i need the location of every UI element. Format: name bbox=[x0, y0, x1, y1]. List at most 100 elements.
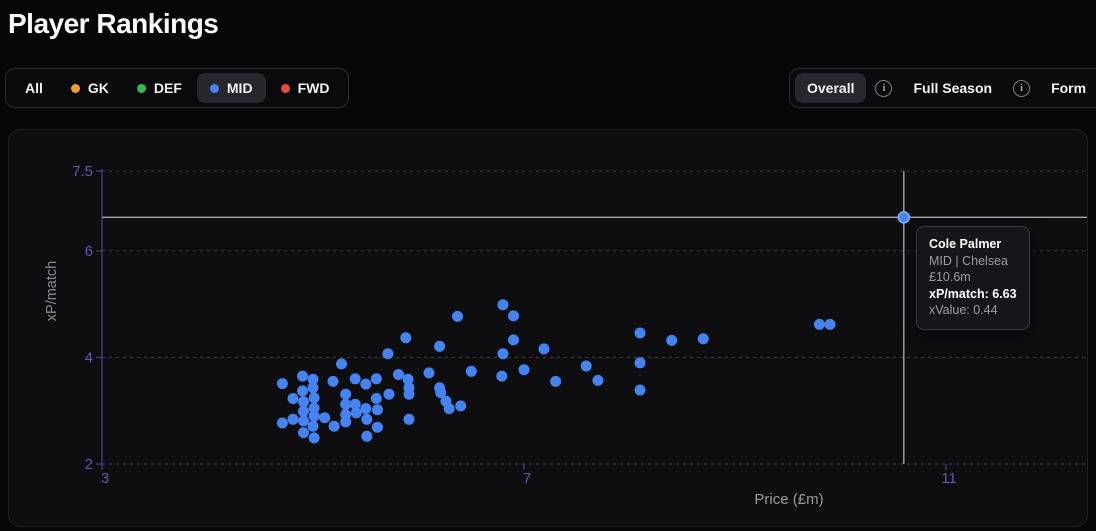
scatter-point[interactable] bbox=[361, 413, 373, 425]
scatter-point[interactable] bbox=[423, 367, 435, 379]
scatter-point[interactable] bbox=[497, 299, 509, 311]
filter-item-label: FWD bbox=[297, 80, 330, 96]
scatter-point[interactable] bbox=[508, 334, 519, 346]
scatter-point[interactable] bbox=[308, 410, 320, 422]
scatter-point[interactable] bbox=[443, 403, 455, 415]
scatter-point[interactable] bbox=[496, 370, 508, 382]
page-title: Player Rankings bbox=[8, 8, 219, 39]
x-tick-label: 7 bbox=[523, 470, 531, 487]
scatter-point[interactable] bbox=[550, 375, 562, 387]
scatter-point[interactable] bbox=[455, 400, 467, 412]
scatter-point[interactable] bbox=[307, 382, 319, 394]
scatter-point[interactable] bbox=[465, 365, 477, 377]
scatter-point[interactable] bbox=[287, 413, 299, 425]
info-icon[interactable]: i bbox=[875, 79, 893, 97]
scatter-point[interactable] bbox=[350, 407, 362, 419]
position-filter-group: All GK DEF MID FWD bbox=[5, 68, 350, 108]
scatter-point[interactable] bbox=[666, 334, 678, 346]
tab-overall[interactable]: Overall bbox=[795, 73, 867, 103]
scatter-point[interactable] bbox=[349, 398, 361, 410]
scatter-point[interactable] bbox=[382, 348, 394, 360]
x-tick-label: 11 bbox=[941, 470, 957, 487]
scatter-point[interactable] bbox=[580, 360, 592, 372]
tooltip-xvalue: xValue: 0.44 bbox=[929, 303, 998, 317]
tooltip-xp: xP/match: 6.63 bbox=[929, 286, 1017, 301]
scatter-point[interactable] bbox=[328, 420, 340, 432]
scatter-point[interactable] bbox=[276, 417, 288, 429]
scatter-point[interactable] bbox=[400, 332, 412, 344]
info-icon[interactable]: i bbox=[1013, 79, 1031, 97]
scatter-point[interactable] bbox=[308, 392, 320, 404]
scatter-point[interactable] bbox=[508, 310, 519, 322]
scatter-point[interactable] bbox=[403, 388, 415, 400]
scatter-point[interactable] bbox=[276, 378, 288, 390]
scatter-point[interactable] bbox=[452, 310, 463, 322]
scatter-point[interactable] bbox=[634, 357, 646, 369]
scatter-point[interactable] bbox=[371, 421, 383, 433]
scatter-point[interactable] bbox=[697, 333, 709, 345]
y-axis-title: xP/match bbox=[44, 261, 60, 321]
filter-item-all[interactable]: All bbox=[12, 73, 56, 103]
scatter-point[interactable] bbox=[360, 378, 372, 390]
filter-item-gk[interactable]: GK bbox=[58, 73, 122, 103]
y-tick-label: 2 bbox=[85, 456, 93, 473]
scatter-chart: 7.5 6 4 23 7 11 xP/match Price (£m) bbox=[44, 163, 1087, 508]
position-color-dot bbox=[280, 83, 290, 93]
scatter-point[interactable] bbox=[298, 405, 309, 417]
scatter-point[interactable] bbox=[403, 413, 415, 425]
scatter-point[interactable] bbox=[824, 318, 836, 330]
position-color-dot bbox=[136, 83, 146, 93]
scatter-point[interactable] bbox=[298, 396, 309, 408]
scatter-point[interactable] bbox=[298, 427, 309, 439]
scatter-point[interactable] bbox=[340, 388, 352, 400]
position-color-dot bbox=[209, 83, 219, 93]
scatter-point[interactable] bbox=[371, 404, 383, 416]
scatter-point[interactable] bbox=[297, 385, 308, 397]
tooltip-price: £10.6m bbox=[929, 270, 971, 284]
scatter-point[interactable] bbox=[298, 415, 309, 427]
scatter-point[interactable] bbox=[327, 375, 339, 387]
scatter-point[interactable] bbox=[435, 387, 447, 399]
scatter-point[interactable] bbox=[340, 416, 352, 428]
scatter-point[interactable] bbox=[634, 327, 646, 339]
scatter-point[interactable] bbox=[360, 403, 372, 415]
filter-item-label: GK bbox=[87, 80, 109, 96]
tab-form[interactable]: Form bbox=[1039, 73, 1096, 103]
filter-item-label: MID bbox=[226, 80, 253, 96]
scatter-point[interactable] bbox=[634, 384, 646, 396]
scatter-point[interactable] bbox=[308, 432, 320, 444]
y-tick-label: 7.5 bbox=[72, 163, 93, 180]
scatter-point[interactable] bbox=[307, 420, 319, 432]
scatter-point[interactable] bbox=[361, 430, 373, 442]
scatter-point[interactable] bbox=[402, 373, 414, 385]
scatter-point[interactable] bbox=[307, 373, 319, 385]
scatter-point[interactable] bbox=[370, 393, 382, 404]
scatter-point[interactable] bbox=[287, 393, 299, 404]
scatter-point[interactable] bbox=[297, 370, 308, 382]
tab-label: Full Season bbox=[913, 80, 993, 96]
scatter-point[interactable] bbox=[383, 388, 395, 400]
chart-panel: 7.5 6 4 2 3 7 11 xP/match Price (£m) Cole Palmer… bbox=[8, 129, 1088, 527]
filter-item-fwd[interactable]: FWD bbox=[268, 73, 343, 103]
scatter-point[interactable] bbox=[319, 412, 331, 424]
tooltip-position-team: MID | Chelsea bbox=[929, 253, 1008, 268]
tab-full-season[interactable]: Full Season bbox=[901, 73, 1004, 103]
scatter-point[interactable] bbox=[497, 348, 509, 360]
filter-item-label: All bbox=[25, 80, 43, 96]
scatter-point[interactable] bbox=[518, 364, 530, 376]
scatter-point[interactable] bbox=[393, 369, 404, 380]
filter-item-def[interactable]: DEF bbox=[124, 73, 195, 103]
scatter-point[interactable] bbox=[336, 358, 347, 370]
highlighted-point[interactable] bbox=[897, 211, 911, 224]
position-color-dot bbox=[70, 83, 80, 93]
scatter-point[interactable] bbox=[370, 373, 382, 385]
scatter-point[interactable] bbox=[813, 318, 825, 330]
scatter-point[interactable] bbox=[538, 343, 550, 355]
scatter-point[interactable] bbox=[592, 374, 604, 386]
filter-item-mid[interactable]: MID bbox=[196, 73, 266, 103]
scatter-point[interactable] bbox=[349, 373, 361, 385]
scatter-point[interactable] bbox=[340, 398, 352, 410]
scatter-point[interactable] bbox=[434, 340, 446, 352]
scatter-point[interactable] bbox=[308, 402, 320, 414]
